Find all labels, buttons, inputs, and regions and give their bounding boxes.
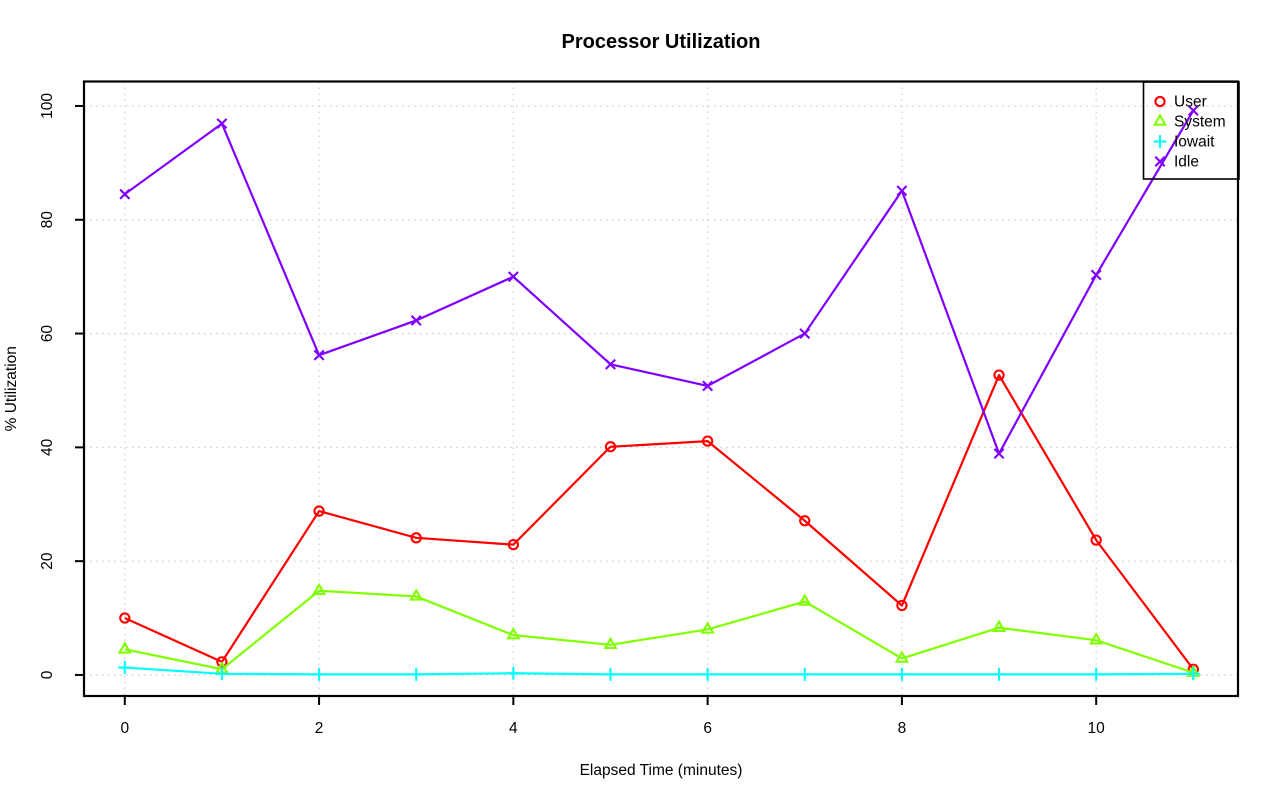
y-tick-label: 0	[39, 670, 56, 679]
triangle-marker	[991, 619, 1007, 632]
plus-marker	[506, 666, 520, 680]
chart-title: Processor Utilization	[562, 31, 761, 53]
circle-marker	[216, 656, 228, 668]
x-marker	[896, 185, 908, 197]
series-iowait	[118, 661, 1200, 681]
legend: User System Iowait Idle	[1142, 81, 1240, 180]
plus-marker	[603, 667, 617, 681]
x-marker	[216, 118, 228, 130]
triangle-marker	[894, 650, 910, 663]
circle-marker	[896, 599, 908, 612]
plus-marker	[895, 667, 909, 681]
plus-marker	[992, 667, 1006, 681]
y-tick-label: 80	[39, 211, 56, 229]
x-axis: 0 2 4 6 8 10	[120, 697, 1105, 737]
x-marker	[799, 328, 811, 340]
circle-marker	[993, 369, 1005, 381]
triangle-marker	[700, 621, 715, 634]
x-marker	[313, 349, 325, 361]
legend-item-system: System	[1152, 113, 1226, 131]
y-tick-label: 60	[39, 325, 56, 343]
y-axis: 0 20 40 60 80 100	[39, 93, 83, 679]
plus-marker	[312, 667, 326, 681]
legend-item-idle: Idle	[1154, 154, 1199, 171]
x-tick-label: 6	[703, 720, 712, 737]
circle-marker	[313, 505, 325, 517]
plus-marker	[1186, 667, 1200, 681]
series-idle	[119, 105, 1199, 460]
triangle-marker	[311, 582, 327, 595]
triangle-marker	[409, 588, 424, 601]
triangle-marker	[1089, 632, 1104, 645]
legend-label: Iowait	[1174, 134, 1215, 151]
y-tick-label: 100	[39, 93, 56, 119]
legend-label: System	[1174, 114, 1226, 131]
series-system	[117, 582, 1201, 677]
triangle-marker	[506, 627, 521, 640]
x-marker	[1154, 156, 1166, 167]
legend-item-iowait: Iowait	[1153, 134, 1215, 151]
triangle-marker	[1152, 113, 1168, 126]
triangle-marker	[117, 641, 132, 654]
plus-marker	[1089, 667, 1103, 681]
circle-marker	[119, 612, 131, 624]
legend-box	[1142, 81, 1240, 180]
circle-marker	[507, 539, 520, 551]
series-system-line	[124, 589, 1194, 674]
triangle-marker	[603, 636, 618, 650]
series-iowait-line	[124, 666, 1194, 676]
y-tick-label: 20	[39, 552, 56, 570]
plus-marker	[701, 667, 715, 681]
legend-label: User	[1174, 94, 1207, 111]
plus-marker	[409, 667, 423, 681]
series-idle-line	[124, 109, 1195, 455]
plus-marker	[118, 661, 132, 675]
x-tick-label: 0	[120, 720, 129, 737]
plot-border	[82, 80, 1240, 698]
circle-marker	[799, 515, 811, 527]
plus-marker	[798, 667, 812, 681]
plus-marker	[1153, 135, 1167, 148]
legend-label: Idle	[1174, 154, 1199, 171]
circle-marker	[1090, 534, 1102, 546]
plus-marker	[215, 667, 229, 681]
x-tick-label: 4	[509, 720, 518, 737]
x-marker	[507, 271, 519, 283]
circle-marker	[1154, 95, 1166, 108]
circle-marker	[604, 441, 617, 453]
y-axis-label: % Utilization	[3, 346, 20, 431]
x-marker	[993, 448, 1005, 460]
circle-marker	[410, 532, 422, 544]
legend-item-user: User	[1154, 94, 1207, 111]
series-user-line	[124, 373, 1195, 670]
x-marker	[1090, 269, 1102, 281]
x-marker	[410, 315, 422, 326]
circle-marker	[701, 435, 714, 447]
triangle-marker	[797, 593, 812, 606]
x-tick-label: 8	[898, 720, 907, 737]
x-tick-label: 2	[315, 720, 324, 737]
x-axis-label: Elapsed Time (minutes)	[580, 762, 743, 779]
x-tick-label: 10	[1088, 720, 1106, 737]
x-marker	[119, 188, 131, 200]
x-marker	[1187, 105, 1199, 116]
x-marker	[605, 358, 616, 370]
y-tick-label: 40	[39, 438, 56, 456]
x-marker	[702, 380, 714, 392]
